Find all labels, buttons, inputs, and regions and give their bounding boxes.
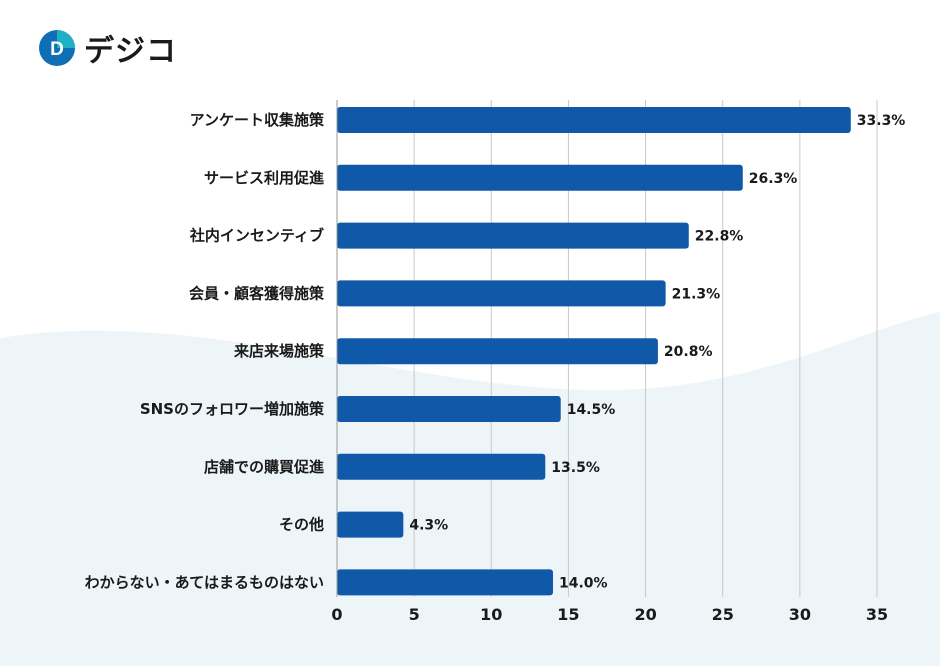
- category-label: 来店来場施策: [233, 342, 325, 360]
- value-label: 26.3%: [749, 171, 798, 187]
- value-label: 33.3%: [857, 113, 906, 129]
- category-label: 会員・顧客獲得施策: [189, 284, 325, 302]
- bar: [337, 338, 658, 365]
- x-tick-label: 20: [634, 605, 656, 624]
- x-tick-label: 5: [409, 605, 420, 624]
- x-tick-label: 0: [331, 605, 342, 624]
- value-label: 14.5%: [567, 402, 616, 418]
- logo-mark-icon: D: [39, 30, 75, 66]
- value-label: 21.3%: [672, 286, 721, 302]
- bar: [337, 280, 666, 307]
- x-tick-label: 25: [712, 605, 734, 624]
- x-tick-label: 10: [480, 605, 502, 624]
- x-tick-label: 35: [866, 605, 888, 624]
- category-label: アンケート収集施策: [190, 111, 325, 129]
- category-label: わからない・あてはまるものはない: [85, 573, 324, 591]
- bar: [337, 107, 851, 133]
- x-tick-label: 15: [557, 605, 579, 624]
- category-label: 社内インセンティブ: [189, 227, 324, 245]
- bar: [337, 396, 561, 422]
- category-label: サービス利用促進: [204, 169, 325, 187]
- value-label: 4.3%: [409, 518, 448, 534]
- value-label: 20.8%: [664, 344, 713, 360]
- category-label: その他: [279, 516, 324, 534]
- bar: [337, 222, 689, 249]
- x-axis-ticks: 0 5 10 15 20 25 30 35: [331, 605, 888, 624]
- category-label: SNSのフォロワー増加施策: [140, 400, 325, 418]
- bar: [337, 164, 743, 191]
- logo-text: デジコ: [84, 34, 177, 69]
- bar: [337, 569, 553, 596]
- logo-mark-letter: D: [50, 39, 64, 60]
- value-labels: 33.3% 26.3% 22.8% 21.3% 20.8% 14.5% 13.5% 4.3% 1…: [409, 113, 905, 591]
- value-label: 13.5%: [551, 460, 600, 476]
- x-tick-label: 30: [789, 605, 811, 624]
- bar: [337, 453, 546, 480]
- bar: [337, 511, 404, 538]
- category-label: 店舗での購買促進: [204, 458, 325, 476]
- value-label: 14.0%: [559, 575, 608, 591]
- category-labels: アンケート収集施策サービス利用促進社内インセンティブ会員・顧客獲得施策来店来場施…: [85, 111, 325, 591]
- bars: [337, 107, 851, 596]
- value-label: 22.8%: [695, 229, 744, 245]
- logo: D デジコ: [38, 26, 177, 70]
